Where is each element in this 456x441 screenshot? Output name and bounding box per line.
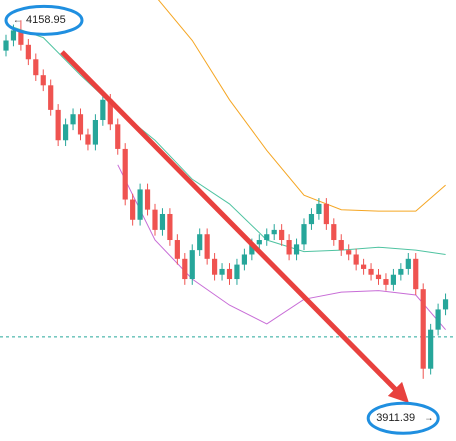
candle-body [346, 250, 352, 255]
candle-body [323, 203, 329, 225]
candle-body [33, 59, 39, 76]
low-arrow: → [424, 413, 433, 423]
candle-body [301, 224, 307, 245]
candle-body [249, 244, 255, 255]
candle-body [85, 134, 91, 145]
candle-body [130, 199, 136, 220]
candle-body [368, 268, 374, 275]
candle-body [398, 268, 404, 275]
candle-body [55, 109, 61, 141]
candle-body [413, 258, 419, 290]
low-label: 3911.39 [376, 412, 415, 424]
candle-body [271, 229, 277, 235]
candle-body [375, 274, 382, 280]
candle-body [159, 213, 166, 230]
high-label: 4158.95 [26, 14, 66, 26]
candle-body [115, 124, 121, 149]
candle-body [353, 254, 359, 265]
candle-body [204, 234, 210, 259]
candle-body [144, 189, 151, 210]
candle-body [308, 213, 315, 225]
candle-body [63, 124, 69, 141]
candle-body [442, 299, 449, 310]
candle-body [390, 274, 396, 285]
candle-body [219, 268, 225, 275]
candle-body [167, 213, 173, 241]
candle-body [383, 279, 389, 285]
candle-body [70, 114, 76, 125]
band-line [117, 164, 446, 331]
candle-body [48, 85, 54, 110]
candle-body [189, 250, 195, 280]
candle-body [256, 240, 262, 245]
candle-body [241, 254, 247, 265]
candle-body [10, 30, 17, 41]
candle-body [18, 30, 24, 45]
candle-body [100, 99, 106, 121]
trend-arrow [60, 50, 410, 404]
candle-body [122, 148, 128, 200]
band-line [157, 0, 446, 212]
candle-body [331, 224, 337, 241]
candle-body [435, 309, 441, 330]
label-bg [373, 408, 434, 429]
candle-body [137, 189, 143, 220]
candle-body [234, 264, 240, 280]
candle-body [428, 329, 434, 369]
candle-body [77, 114, 84, 135]
candle-body [316, 203, 322, 214]
highlight-ring [366, 401, 440, 435]
candle-body [361, 264, 367, 269]
candle-body [279, 229, 285, 241]
candle-body [40, 75, 46, 86]
candle-body [197, 234, 203, 251]
candle-body [152, 209, 158, 230]
candle-body [293, 244, 300, 255]
high-arrow: ← [13, 15, 22, 25]
highlight-ring [4, 4, 84, 36]
candle-body [226, 268, 233, 280]
candle-body [420, 289, 426, 369]
candle-body [264, 234, 270, 241]
candle-body [92, 120, 98, 145]
candle-body [3, 40, 9, 51]
candle-body [338, 240, 344, 251]
candle-body [25, 44, 31, 60]
candle-body [212, 258, 218, 275]
candle-body [107, 99, 113, 125]
candle-body [405, 258, 411, 269]
band-line [5, 24, 446, 255]
candle-body [286, 240, 292, 255]
candle-body [174, 240, 180, 259]
candle-body [182, 258, 188, 280]
